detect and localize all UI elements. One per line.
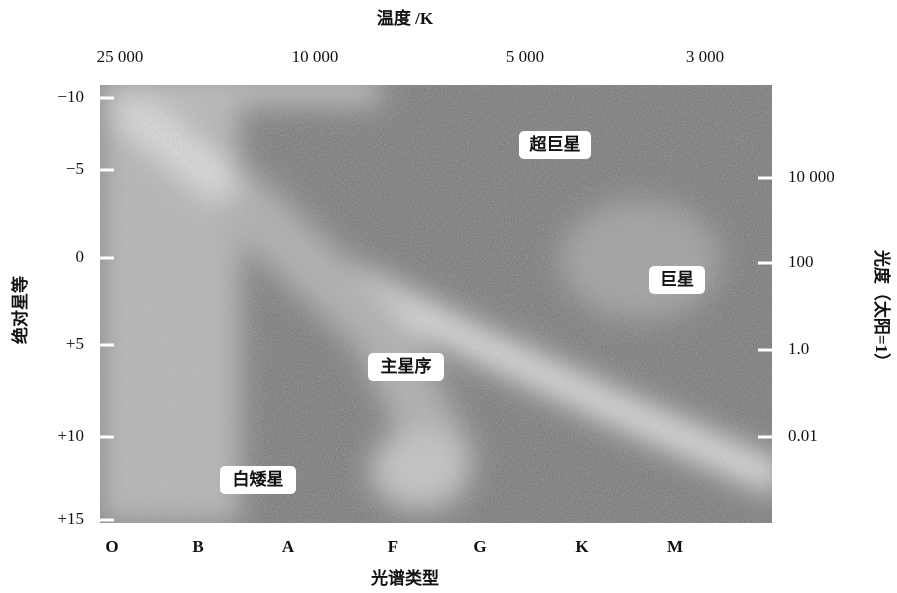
right-tick-label: 0.01 — [788, 426, 818, 445]
right-tick-label: 1.0 — [788, 339, 809, 358]
region-label: 巨星 — [660, 270, 694, 289]
spectral-class: K — [575, 537, 589, 556]
right-tick-label: 100 — [788, 252, 814, 271]
hr-diagram: 温度 /K 25 000 10 000 5 000 3 000 −10 −5 0 +5 +10 +1… — [0, 0, 897, 593]
left-tick-label: 0 — [76, 247, 85, 266]
left-tick-label: −5 — [66, 159, 84, 178]
region-label: 超巨星 — [530, 134, 581, 154]
spectral-class: M — [667, 537, 683, 556]
region-label: 主星序 — [381, 356, 432, 376]
top-tick-label: 5 000 — [506, 47, 544, 66]
right-axis-title: 光度（太阳=1） — [872, 249, 892, 370]
top-axis-title: 温度 /K — [377, 8, 434, 28]
region-label: 白矮星 — [233, 469, 284, 489]
left-tick-label: +10 — [57, 426, 84, 445]
left-tick-label: +5 — [66, 334, 84, 353]
left-axis-title: 绝对星等 — [10, 276, 30, 344]
right-tick-label: 10 000 — [788, 167, 835, 186]
plot-area — [100, 85, 780, 523]
top-tick-label: 3 000 — [686, 47, 724, 66]
spectral-class: F — [388, 537, 398, 556]
spectral-class: G — [473, 537, 486, 556]
spectral-class: B — [192, 537, 203, 556]
top-tick-label: 25 000 — [97, 47, 144, 66]
top-tick-label: 10 000 — [292, 47, 339, 66]
left-tick-label: −10 — [57, 87, 84, 106]
bottom-axis-title: 光谱类型 — [370, 568, 439, 588]
spectral-class: A — [282, 537, 295, 556]
left-tick-label: +15 — [57, 509, 84, 528]
spectral-class: O — [105, 537, 118, 556]
